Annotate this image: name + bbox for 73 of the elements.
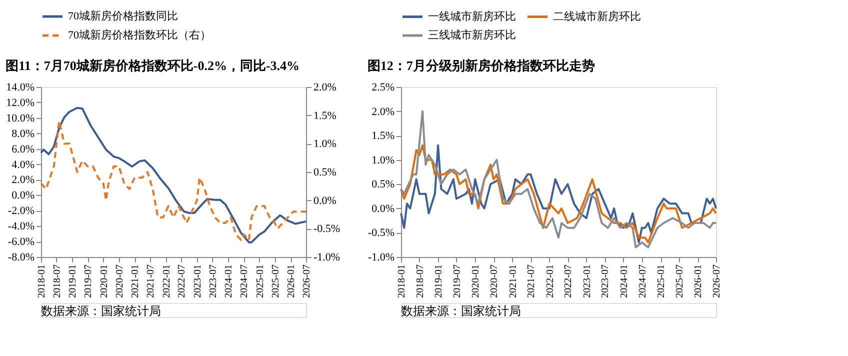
x-tick-label: 2023-01 [582,264,593,298]
y-tick-label: 0.0% [12,190,34,202]
x-tick-label: 2019-07 [83,264,94,298]
x-tick-label: 2020-01 [98,264,110,298]
x-tick-label: 2021-07 [146,264,157,298]
legend-label: 二线城市新房环比 [553,10,641,23]
x-tick-label: 2018-01 [396,264,408,298]
legend-label: 三线城市新房环比 [428,28,516,42]
y-tick-label: 8.0% [12,128,34,140]
x-tick-label: 2024-07 [239,264,250,298]
x-tick-label: 2021-01 [130,264,142,298]
y2-tick-label: 0.5% [314,166,336,178]
x-tick-label: 2024-01 [618,264,630,298]
x-tick-label: 2026-07 [712,264,722,298]
x-tick-label: 2023-07 [208,264,219,298]
x-tick-label: 2025-01 [254,264,266,298]
y2-tick-label: -1.0% [314,252,340,264]
x-tick-label: 2024-07 [637,264,648,298]
source-note: 数据来源：国家统计局 [41,304,161,318]
legend-label: 70城新房价格指数同比 [68,10,178,22]
x-tick-label: 2022-07 [563,264,574,298]
x-tick-label: 2025-01 [656,264,668,298]
y-tick-label: 2.0% [372,106,394,118]
x-tick-label: 2020-01 [470,264,482,298]
y2-tick-label: 2.0% [314,82,336,94]
y2-tick-label: 1.0% [314,138,336,150]
chart-title: 图12：7月分级别新房价格指数环比走势 [367,58,595,73]
x-tick-label: 2019-01 [68,264,79,298]
y-tick-label: 2.5% [372,82,394,94]
x-tick-label: 2022-07 [176,264,188,298]
y-tick-label: 10.0% [6,112,34,124]
x-tick-label: 2018-01 [36,264,48,298]
x-tick-label: 2018-07 [414,264,426,298]
y-tick-label: 12.0% [6,96,34,109]
x-tick-label: 2019-01 [434,264,445,298]
y-tick-label: -2.0% [8,205,34,218]
chart-title: 图11：7月70城新房价格指数环比-0.2%，同比-3.4% [6,58,300,73]
source-note: 数据来源：国家统计局 [401,304,521,318]
y-tick-label: 0.0% [372,202,394,215]
x-tick-label: 2021-07 [526,264,538,298]
y-tick-label: 0.5% [372,178,394,191]
x-tick-label: 2021-01 [508,264,519,298]
x-tick-label: 2026-07 [302,264,312,298]
y-tick-label: -6.0% [8,236,34,248]
line-series [400,144,717,244]
y2-tick-label: 1.5% [314,110,336,122]
y-tick-label: -8.0% [8,252,34,264]
x-tick-label: 2018-07 [52,264,63,298]
y-tick-label: 4.0% [12,158,34,171]
y-tick-label: 1.0% [372,154,394,166]
x-tick-label: 2022-01 [544,264,556,298]
y-tick-label: -0.5% [368,227,394,240]
x-tick-label: 2023-01 [192,264,204,298]
x-tick-label: 2023-07 [600,264,612,298]
legend-label: 70城新房价格指数环比（右） [68,28,211,42]
x-tick-label: 2022-01 [161,264,172,298]
y2-tick-label: -0.5% [314,223,340,236]
y2-tick-label: 0.0% [314,194,336,207]
x-tick-label: 2026-01 [693,264,704,298]
x-tick-label: 2025-07 [270,264,282,298]
y-tick-label: 2.0% [12,174,34,186]
x-tick-label: 2020-07 [489,264,500,298]
y-tick-label: -1.0% [368,252,394,264]
legend-label: 一线城市新房环比 [428,10,516,23]
x-tick-label: 2026-01 [286,264,298,298]
x-tick-label: 2024-01 [224,264,235,298]
x-tick-label: 2019-07 [452,264,463,298]
y-tick-label: 6.0% [12,143,34,156]
y-tick-label: 1.5% [372,130,394,142]
y-tick-label: -4.0% [8,220,34,233]
x-tick-label: 2025-07 [674,264,686,298]
x-tick-label: 2020-07 [114,264,126,298]
y-tick-label: 14.0% [6,82,34,94]
